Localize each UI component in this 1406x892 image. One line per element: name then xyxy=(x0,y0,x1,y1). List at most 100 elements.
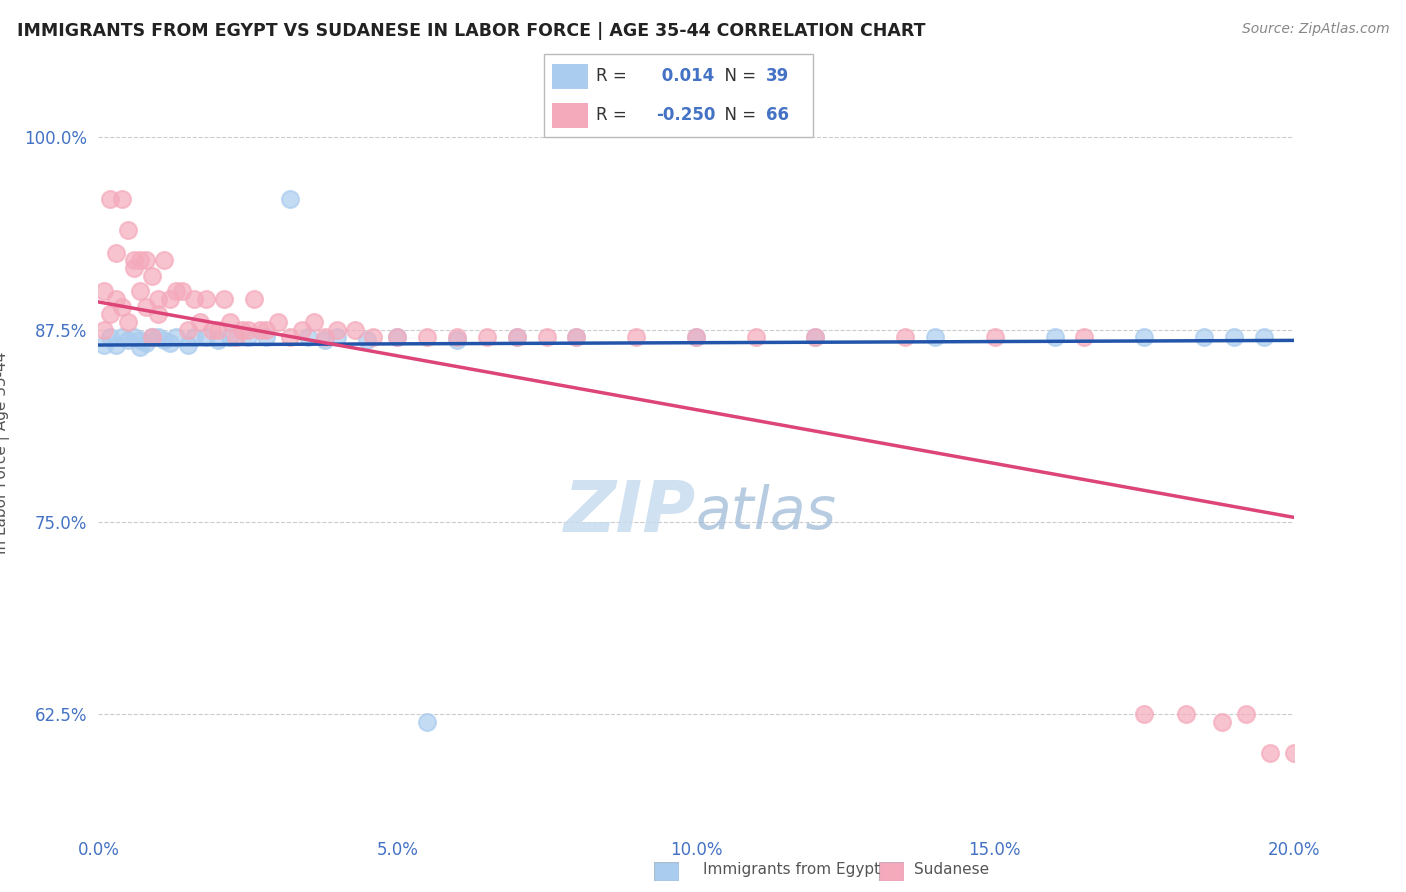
Point xyxy=(344,323,367,337)
Point xyxy=(356,334,378,348)
Point xyxy=(141,330,163,344)
Point xyxy=(177,338,200,352)
Point xyxy=(1282,746,1305,760)
Point xyxy=(804,330,827,344)
Point xyxy=(416,714,439,729)
Point xyxy=(111,330,134,344)
Point xyxy=(135,300,157,314)
Bar xyxy=(553,103,588,128)
Point xyxy=(249,323,271,337)
Text: IMMIGRANTS FROM EGYPT VS SUDANESE IN LABOR FORCE | AGE 35-44 CORRELATION CHART: IMMIGRANTS FROM EGYPT VS SUDANESE IN LAB… xyxy=(17,22,925,40)
Point xyxy=(111,192,134,206)
Point xyxy=(291,323,314,337)
Text: ZIP: ZIP xyxy=(564,478,696,548)
Point xyxy=(183,330,205,344)
Point xyxy=(124,261,146,276)
Point xyxy=(626,330,648,344)
Point xyxy=(254,330,277,344)
Point xyxy=(536,330,558,344)
Point xyxy=(135,253,157,268)
Point xyxy=(565,330,588,344)
Point xyxy=(984,330,1007,344)
Point xyxy=(278,192,301,206)
Point xyxy=(1133,330,1156,344)
Point xyxy=(236,323,259,337)
Point xyxy=(165,284,187,298)
Text: 66: 66 xyxy=(766,106,789,124)
Point xyxy=(141,268,163,283)
Text: N =: N = xyxy=(714,68,762,86)
Bar xyxy=(553,63,588,89)
Point xyxy=(315,334,337,348)
Point xyxy=(105,338,128,352)
Point xyxy=(278,330,301,344)
Point xyxy=(159,292,181,306)
Point xyxy=(195,292,218,306)
Point xyxy=(188,315,211,329)
Point xyxy=(416,330,439,344)
Text: R =: R = xyxy=(596,68,633,86)
Text: Immigrants from Egypt: Immigrants from Egypt xyxy=(703,863,880,877)
Point xyxy=(117,222,139,236)
Point xyxy=(363,330,385,344)
Point xyxy=(745,330,768,344)
Text: -0.250: -0.250 xyxy=(657,106,716,124)
Point xyxy=(153,253,176,268)
Point xyxy=(685,330,707,344)
Point xyxy=(326,330,349,344)
Point xyxy=(1258,746,1281,760)
Point xyxy=(1223,330,1246,344)
FancyBboxPatch shape xyxy=(544,54,813,137)
Point xyxy=(1234,707,1257,722)
Point xyxy=(153,334,176,348)
Point xyxy=(117,315,139,329)
Point xyxy=(98,307,122,321)
Point xyxy=(1133,707,1156,722)
Point xyxy=(894,330,917,344)
Point xyxy=(326,323,349,337)
Point xyxy=(1175,707,1198,722)
Text: N =: N = xyxy=(714,106,762,124)
Point xyxy=(446,330,468,344)
Text: R =: R = xyxy=(596,106,633,124)
Point xyxy=(148,330,170,344)
Point xyxy=(207,323,229,337)
Point xyxy=(219,315,242,329)
Point xyxy=(129,253,152,268)
Point xyxy=(148,292,170,306)
Point xyxy=(475,330,498,344)
Point xyxy=(93,323,115,337)
Point xyxy=(207,334,229,348)
Text: Sudanese: Sudanese xyxy=(914,863,988,877)
Point xyxy=(141,330,163,344)
Point xyxy=(685,330,707,344)
Point xyxy=(93,338,115,352)
Point xyxy=(924,330,946,344)
Point xyxy=(236,330,259,344)
Text: Source: ZipAtlas.com: Source: ZipAtlas.com xyxy=(1241,22,1389,37)
Point xyxy=(129,284,152,298)
Point xyxy=(129,340,152,354)
Point xyxy=(195,330,218,344)
Point xyxy=(1211,714,1233,729)
Point xyxy=(105,292,128,306)
Point xyxy=(98,192,122,206)
Point xyxy=(124,330,146,344)
Text: 39: 39 xyxy=(766,68,789,86)
Point xyxy=(135,336,157,351)
Point xyxy=(225,330,247,344)
Point xyxy=(111,300,134,314)
Point xyxy=(1073,330,1095,344)
Point xyxy=(231,323,253,337)
Point xyxy=(165,330,187,344)
Point xyxy=(243,292,266,306)
Point xyxy=(506,330,529,344)
Point xyxy=(446,334,468,348)
Point xyxy=(1192,330,1215,344)
Text: atlas: atlas xyxy=(696,484,837,541)
Point xyxy=(93,284,115,298)
Point xyxy=(254,323,277,337)
Point xyxy=(183,292,205,306)
Point xyxy=(1253,330,1275,344)
Point xyxy=(506,330,529,344)
